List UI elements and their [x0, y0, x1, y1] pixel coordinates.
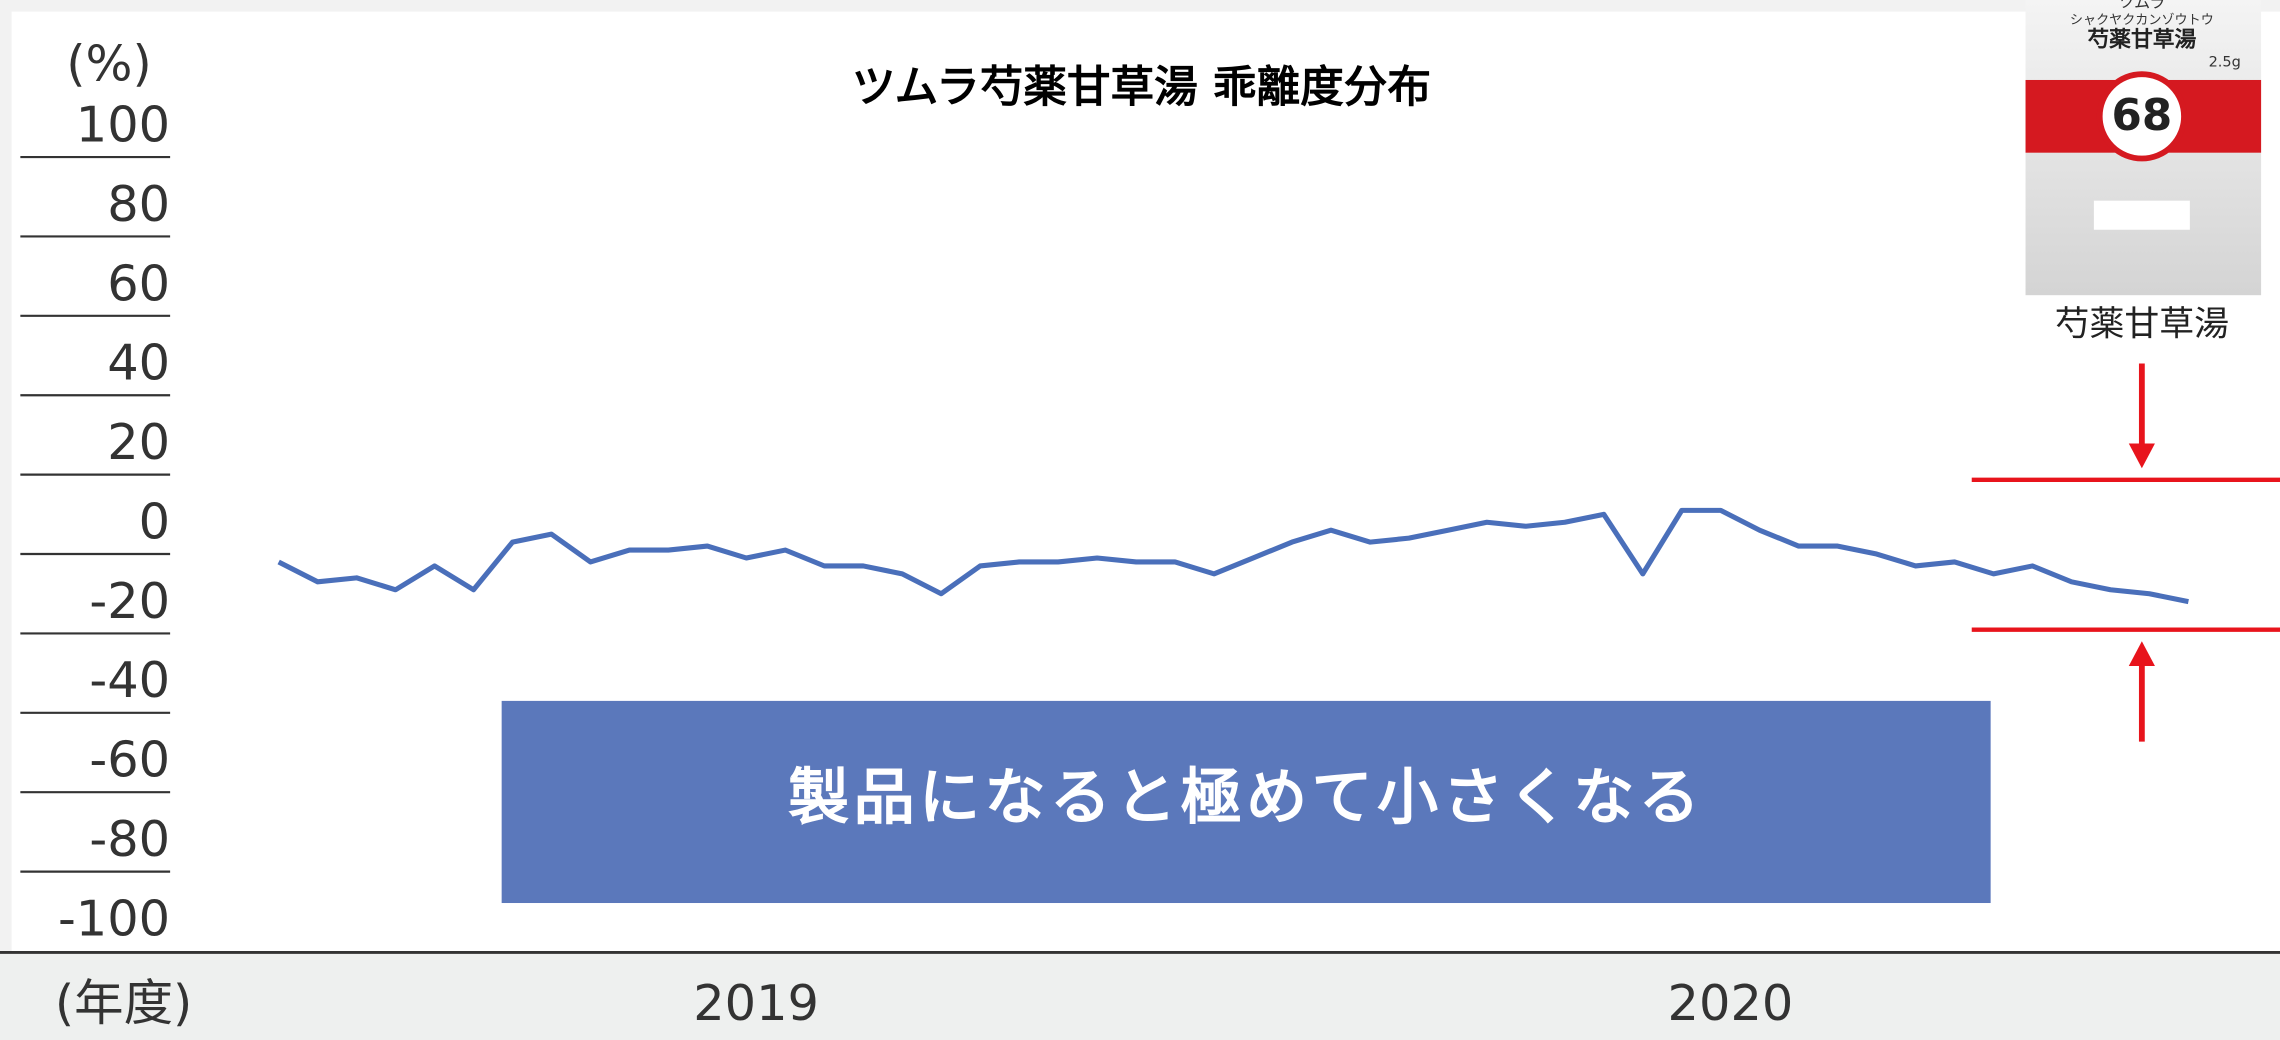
package-barcode: [2093, 200, 2190, 230]
y-tick-label: -40: [89, 651, 170, 709]
package-name: 芍薬甘草湯: [2087, 27, 2196, 53]
package-dose: 2.5g: [2209, 55, 2241, 71]
annotation-box: [501, 700, 1991, 904]
y-tick-label: 100: [76, 95, 170, 153]
package-number: 68: [2112, 91, 2173, 141]
y-tick-label: 20: [107, 413, 170, 471]
package-maker: ツムラ: [2118, 0, 2165, 11]
package-badge: [2096, 71, 2187, 162]
arrow-head: [2128, 641, 2155, 666]
y-tick-label: 80: [107, 175, 170, 233]
x-tick-label: 2020: [1668, 974, 1794, 1032]
y-tick-label: 60: [107, 254, 170, 312]
y-tick-label: -20: [89, 572, 170, 630]
x-axis-label: (年度): [55, 974, 192, 1032]
y-tick-label: 0: [139, 492, 170, 550]
y-axis-label: (%): [66, 34, 152, 92]
y-tick-label: -60: [89, 731, 170, 789]
chart-title: ツムラ芍薬甘草湯 乖離度分布: [852, 63, 1431, 113]
y-tick-label: 40: [107, 334, 170, 392]
x-axis-band: [0, 953, 2280, 1040]
product-caption: 芍薬甘草湯: [2055, 305, 2229, 345]
package-reading: シャクヤクカンゾウトウ: [2070, 12, 2214, 28]
x-tick-label: 2019: [693, 974, 819, 1032]
annotation: 製品になると極めて小さくなる: [788, 762, 1704, 833]
y-tick-label: -100: [58, 889, 170, 947]
arrow-head: [2128, 443, 2155, 469]
y-tick-label: -80: [89, 810, 170, 868]
data-line: [277, 507, 2189, 605]
